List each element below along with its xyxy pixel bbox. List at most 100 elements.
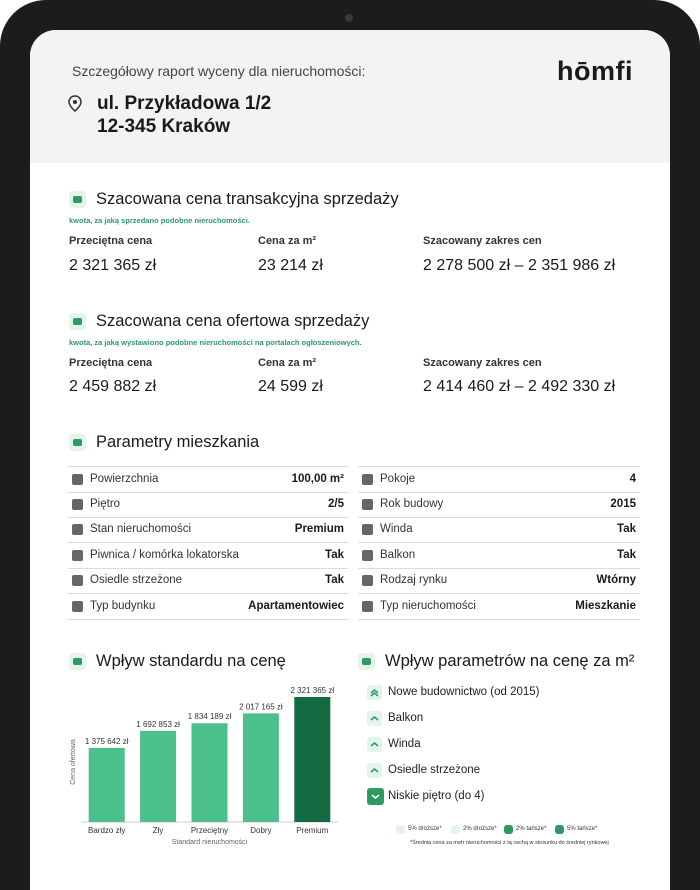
parameter-value: Premium [294, 523, 344, 535]
x-tick-label: Dobry [250, 826, 271, 835]
subtitle: Szczegółowy raport wyceny dla nieruchomo… [72, 63, 366, 79]
row-icon [362, 498, 373, 510]
impact-icon [367, 711, 382, 726]
parameter-label: Stan nieruchomości [90, 523, 191, 535]
bar [140, 730, 177, 822]
section-icon [69, 653, 86, 670]
parameter-row: Powierzchnia 100,00 m² [68, 466, 348, 493]
section-title: Parametry mieszkania [96, 433, 260, 451]
x-tick-label: Przeciętny [191, 826, 228, 835]
column-label: Przeciętna cena [69, 357, 153, 369]
parameter-label: Piętro [90, 497, 121, 510]
parameter-value: Wtórny [596, 574, 636, 586]
parameter-value: Tak [617, 548, 636, 561]
parameter-row: Balkon Tak [358, 543, 640, 569]
section-icon [69, 191, 86, 208]
impact-icon [367, 685, 382, 700]
parameter-row: Winda Tak [358, 517, 640, 543]
x-tick-label: Zły [153, 826, 164, 835]
parameter-row: Rodzaj rynku Wtórny [358, 568, 640, 594]
legend-icon [451, 825, 460, 834]
parameter-label: Typ budynku [90, 599, 156, 612]
section-icon [69, 434, 86, 451]
parameter-row: Osiedle strzeżone Tak [68, 568, 348, 594]
section-title: Szacowana cena transakcyjna sprzedaży [96, 190, 399, 208]
impact-icon [367, 788, 384, 805]
bar [242, 713, 279, 822]
row-icon [362, 524, 373, 535]
column-value: 24 599 zł [258, 378, 323, 395]
value-label: 1 692 853 zł [136, 720, 180, 729]
row-icon [72, 575, 83, 586]
row-icon [362, 600, 373, 612]
parameter-value: Tak [617, 523, 636, 535]
parameter-value: Mieszkanie [575, 599, 636, 612]
parameter-row: Piętro 2/5 [68, 492, 348, 518]
legend-icon [555, 825, 564, 834]
impact-item: Balkon [388, 712, 424, 724]
logo: hōmfi [557, 56, 633, 86]
legend-entry: 5% tańsze* [567, 826, 598, 832]
row-icon [362, 549, 373, 561]
x-tick-label: Bardzo zły [88, 826, 125, 835]
row-icon [72, 600, 83, 612]
address-line: 12-345 Kraków [97, 116, 231, 137]
impact-icon [367, 737, 382, 752]
parameter-value: 2/5 [328, 497, 344, 510]
parameter-value: Tak [325, 574, 344, 586]
section-note: kwota, za jaką wystawiono podobne nieruc… [69, 338, 362, 347]
impact-item: Niskie piętro (do 4) [388, 790, 485, 802]
column-label: Przeciętna cena [69, 235, 153, 247]
parameter-label: Osiedle strzeżone [90, 574, 183, 586]
parameter-row: Typ budynku Apartamentowiec [68, 594, 348, 620]
pin-icon [68, 95, 82, 112]
screen [30, 30, 670, 890]
camera [345, 14, 353, 22]
parameter-label: Rok budowy [380, 497, 444, 510]
row-icon [72, 549, 83, 561]
header-band [30, 30, 670, 163]
column-label: Szacowany zakres cen [423, 235, 542, 247]
parameter-label: Rodzaj rynku [380, 574, 448, 586]
parameter-row: Piwnica / komórka lokatorska Tak [68, 543, 348, 569]
legend-icon [504, 825, 513, 834]
parameter-value: 100,00 m² [291, 473, 344, 485]
column-value: 2 459 882 zł [69, 378, 157, 395]
column-label: Cena za m² [258, 357, 317, 369]
value-label: 1 375 642 zł [85, 737, 129, 746]
value-label: 2 017 165 zł [239, 702, 283, 711]
parameter-value: 4 [629, 473, 636, 485]
legend-entry: 2% droższe* [463, 826, 497, 832]
section-title: Wpływ standardu na cenę [96, 652, 286, 670]
row-icon [72, 498, 83, 510]
column-value: 2 278 500 zł – 2 351 986 zł [423, 257, 616, 274]
impact-icon [367, 763, 382, 778]
parameter-value: Tak [325, 548, 344, 561]
value-label: 2 321 365 zł [291, 686, 335, 695]
column-value: 2 321 365 zł [69, 257, 157, 274]
impact-item: Osiedle strzeżone [388, 764, 481, 776]
bar [88, 747, 125, 822]
column-label: Cena za m² [258, 235, 317, 247]
parameter-label: Powierzchnia [90, 473, 159, 485]
y-axis-title: Cena ofertowa [70, 739, 77, 785]
x-axis-title: Standard nieruchomości [172, 839, 248, 846]
footnote: *Średnia cena za metr nieruchomości z tą… [410, 840, 609, 846]
parameter-value: 2015 [610, 497, 636, 510]
parameter-label: Pokoje [380, 473, 416, 485]
impact-item: Winda [388, 738, 421, 750]
bar [191, 723, 228, 822]
x-tick-label: Premium [296, 826, 328, 835]
section-title: Wpływ parametrów na cenę za m² [385, 652, 635, 670]
parameter-value: Apartamentowiec [248, 599, 344, 612]
parameter-row: Pokoje 4 [358, 466, 640, 493]
row-icon [72, 474, 83, 485]
column-value: 2 414 460 zł – 2 492 330 zł [423, 378, 616, 395]
row-icon [362, 474, 373, 485]
bar [294, 697, 331, 822]
value-label: 1 834 189 zł [188, 712, 232, 721]
legend-entry: 5% droższe* [408, 826, 442, 832]
address-line: ul. Przykładowa 1/2 [97, 93, 272, 114]
column-value: 23 214 zł [258, 257, 323, 274]
